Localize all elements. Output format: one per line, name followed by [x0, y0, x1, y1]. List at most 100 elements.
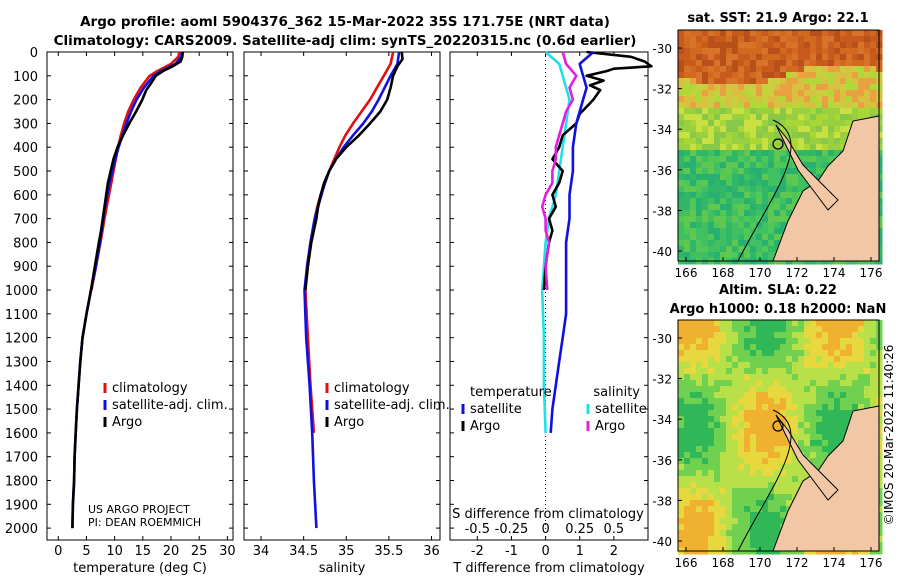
map-pixel — [726, 440, 733, 447]
map-pixel — [720, 144, 727, 151]
map-pixel — [744, 228, 751, 235]
map-pixel — [804, 320, 811, 327]
map-pixel — [690, 162, 697, 169]
map-pixel — [792, 108, 799, 115]
map-pixel — [744, 524, 751, 531]
map-pixel — [768, 150, 775, 157]
map-pixel — [714, 512, 721, 519]
map-pixel — [678, 234, 685, 241]
map-pixel — [786, 362, 793, 369]
map-pixel — [822, 138, 829, 145]
map-pixel — [780, 326, 787, 333]
map-pixel — [792, 60, 799, 67]
map-pixel — [720, 374, 727, 381]
map-pixel — [774, 452, 781, 459]
map-pixel — [714, 464, 721, 471]
map-pixel — [702, 102, 709, 109]
map-pixel — [690, 362, 697, 369]
map-pixel — [690, 66, 697, 73]
map-pixel — [750, 30, 757, 37]
map-pixel — [780, 332, 787, 339]
map-pixel — [726, 512, 733, 519]
map-pixel — [786, 168, 793, 175]
map-pixel — [768, 482, 775, 489]
map-pixel — [744, 386, 751, 393]
map-pixel — [678, 204, 685, 211]
map-pixel — [840, 326, 847, 333]
x-tick-label: 10 — [106, 544, 123, 559]
map-pixel — [774, 210, 781, 217]
map-pixel — [702, 380, 709, 387]
map-pixel — [852, 108, 859, 115]
map-pixel — [804, 132, 811, 139]
map-pixel — [732, 320, 739, 327]
map-pixel — [768, 332, 775, 339]
map-pixel — [714, 476, 721, 483]
map-pixel — [708, 386, 715, 393]
map-pixel — [870, 332, 877, 339]
map-pixel — [798, 42, 805, 49]
map-pixel — [756, 530, 763, 537]
map-pixel — [822, 66, 829, 73]
map-pixel — [816, 464, 823, 471]
map-pixel — [678, 156, 685, 163]
map-pixel — [786, 108, 793, 115]
map-pixel — [732, 216, 739, 223]
map-pixel — [834, 332, 841, 339]
map-pixel — [690, 506, 697, 513]
map-pixel — [744, 380, 751, 387]
map-pixel — [822, 150, 829, 157]
map-pixel — [822, 30, 829, 37]
map-pixel — [786, 96, 793, 103]
map-pixel — [678, 494, 685, 501]
map-pixel — [720, 446, 727, 453]
map-pixel — [774, 506, 781, 513]
map-pixel — [810, 168, 817, 175]
map-pixel — [834, 404, 841, 411]
map-pixel — [756, 476, 763, 483]
map-pixel — [828, 54, 835, 61]
map-pixel — [852, 398, 859, 405]
map-pixel — [864, 42, 871, 49]
map-pixel — [690, 192, 697, 199]
map-pixel — [732, 210, 739, 217]
map-pixel — [864, 374, 871, 381]
map-pixel — [696, 446, 703, 453]
map-pixel — [864, 90, 871, 97]
map-pixel — [684, 320, 691, 327]
map-pixel — [714, 180, 721, 187]
map-pixel — [810, 90, 817, 97]
map-pixel — [732, 144, 739, 151]
map-pixel — [696, 524, 703, 531]
map-pixel — [804, 392, 811, 399]
map-pixel — [696, 404, 703, 411]
map-pixel — [726, 332, 733, 339]
map-pixel — [858, 368, 865, 375]
map-pixel — [690, 344, 697, 351]
map-pixel — [804, 96, 811, 103]
map-pixel — [744, 78, 751, 85]
map-pixel — [828, 344, 835, 351]
series-line-argo — [304, 51, 404, 291]
map-pixel — [720, 362, 727, 369]
map-pixel — [744, 144, 751, 151]
map-pixel — [738, 518, 745, 525]
map-pixel — [708, 476, 715, 483]
map-pixel — [852, 332, 859, 339]
map-pixel — [726, 174, 733, 181]
map-pixel — [696, 192, 703, 199]
map-pixel — [822, 404, 829, 411]
map-pixel — [768, 506, 775, 513]
map-pixel — [732, 120, 739, 127]
map-pixel — [768, 368, 775, 375]
map-pixel — [864, 66, 871, 73]
map-pixel — [816, 168, 823, 175]
map-pixel — [702, 362, 709, 369]
map-pixel — [750, 446, 757, 453]
map-pixel — [768, 216, 775, 223]
map-pixel — [804, 440, 811, 447]
map-pixel — [750, 192, 757, 199]
map-pixel — [678, 180, 685, 187]
map-pixel — [702, 144, 709, 151]
map-pixel — [714, 114, 721, 121]
